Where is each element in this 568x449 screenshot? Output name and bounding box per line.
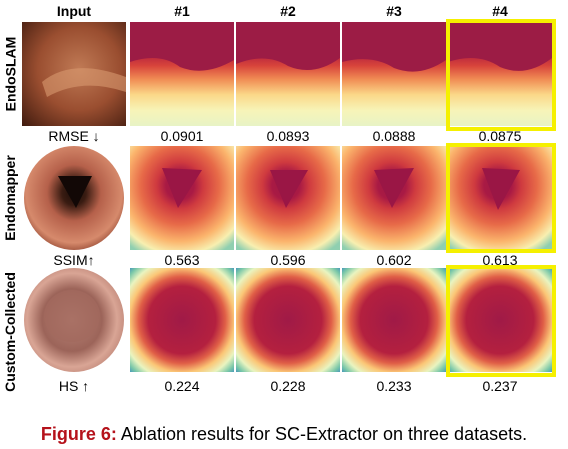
- depth-map-endomapper-2: [236, 146, 340, 250]
- metric-value: 0.0901: [160, 128, 204, 144]
- depth-map-endoslam-3: [342, 22, 446, 126]
- input-image-endoslam: [22, 22, 126, 126]
- depth-map-endomapper-4: [448, 146, 552, 250]
- metric-value: 0.0888: [372, 128, 416, 144]
- column-header-3: #3: [386, 3, 402, 19]
- dataset-label: Custom-Collected: [2, 272, 19, 392]
- metric-value: 0.596: [270, 252, 306, 268]
- metric-value: 0.0893: [266, 128, 310, 144]
- column-header-2: #2: [280, 3, 296, 19]
- caption-text: Ablation results for SC-Extractor on thr…: [116, 424, 528, 444]
- depth-map-endoslam-2: [236, 22, 340, 126]
- depth-map-endoslam-4: [448, 22, 552, 126]
- depth-map-endoslam-1: [130, 22, 234, 126]
- metric-label-ssim: SSIM↑: [53, 252, 95, 268]
- column-header-4: #4: [492, 3, 508, 19]
- dataset-label: Endomapper: [2, 155, 19, 241]
- row-label-custom-collected: Custom-Collected: [0, 268, 20, 396]
- metric-value: 0.237: [482, 378, 518, 394]
- depth-map-custom-collected-2: [236, 268, 340, 372]
- depth-map-endomapper-1: [130, 146, 234, 250]
- metric-value: 0.224: [164, 378, 200, 394]
- metric-value: 0.0875: [478, 128, 522, 144]
- depth-map-custom-collected-4: [448, 268, 552, 372]
- figure-caption: Figure 6: Ablation results for SC-Extrac…: [0, 424, 568, 445]
- input-image-custom-collected: [22, 268, 126, 372]
- row-label-endomapper: Endomapper: [0, 146, 20, 250]
- metric-value: 0.563: [164, 252, 200, 268]
- depth-map-custom-collected-3: [342, 268, 446, 372]
- metric-label-rmse: RMSE ↓: [48, 128, 100, 144]
- metric-value: 0.613: [482, 252, 518, 268]
- dataset-label: EndoSLAM: [2, 36, 18, 112]
- column-header-1: #1: [174, 3, 190, 19]
- depth-map-custom-collected-1: [130, 268, 234, 372]
- metric-value: 0.233: [376, 378, 412, 394]
- metric-value: 0.602: [376, 252, 412, 268]
- depth-map-endomapper-3: [342, 146, 446, 250]
- input-image-endomapper: [22, 146, 126, 250]
- figure-number: Figure 6:: [40, 424, 117, 444]
- column-header-input: Input: [56, 3, 92, 19]
- metric-label-hs: HS ↑: [58, 378, 90, 394]
- row-label-endoslam: EndoSLAM: [0, 22, 20, 126]
- metric-value: 0.228: [270, 378, 306, 394]
